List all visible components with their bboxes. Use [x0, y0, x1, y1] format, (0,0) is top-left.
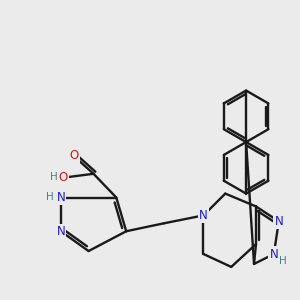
Text: O: O [69, 149, 78, 162]
Text: N: N [274, 215, 283, 228]
Text: O: O [58, 171, 68, 184]
Text: N: N [269, 248, 278, 260]
Text: H: H [50, 172, 58, 182]
Text: N: N [199, 209, 208, 222]
Text: H: H [279, 256, 286, 266]
Text: H: H [46, 192, 54, 202]
Text: N: N [56, 191, 65, 204]
Text: N: N [56, 225, 65, 238]
